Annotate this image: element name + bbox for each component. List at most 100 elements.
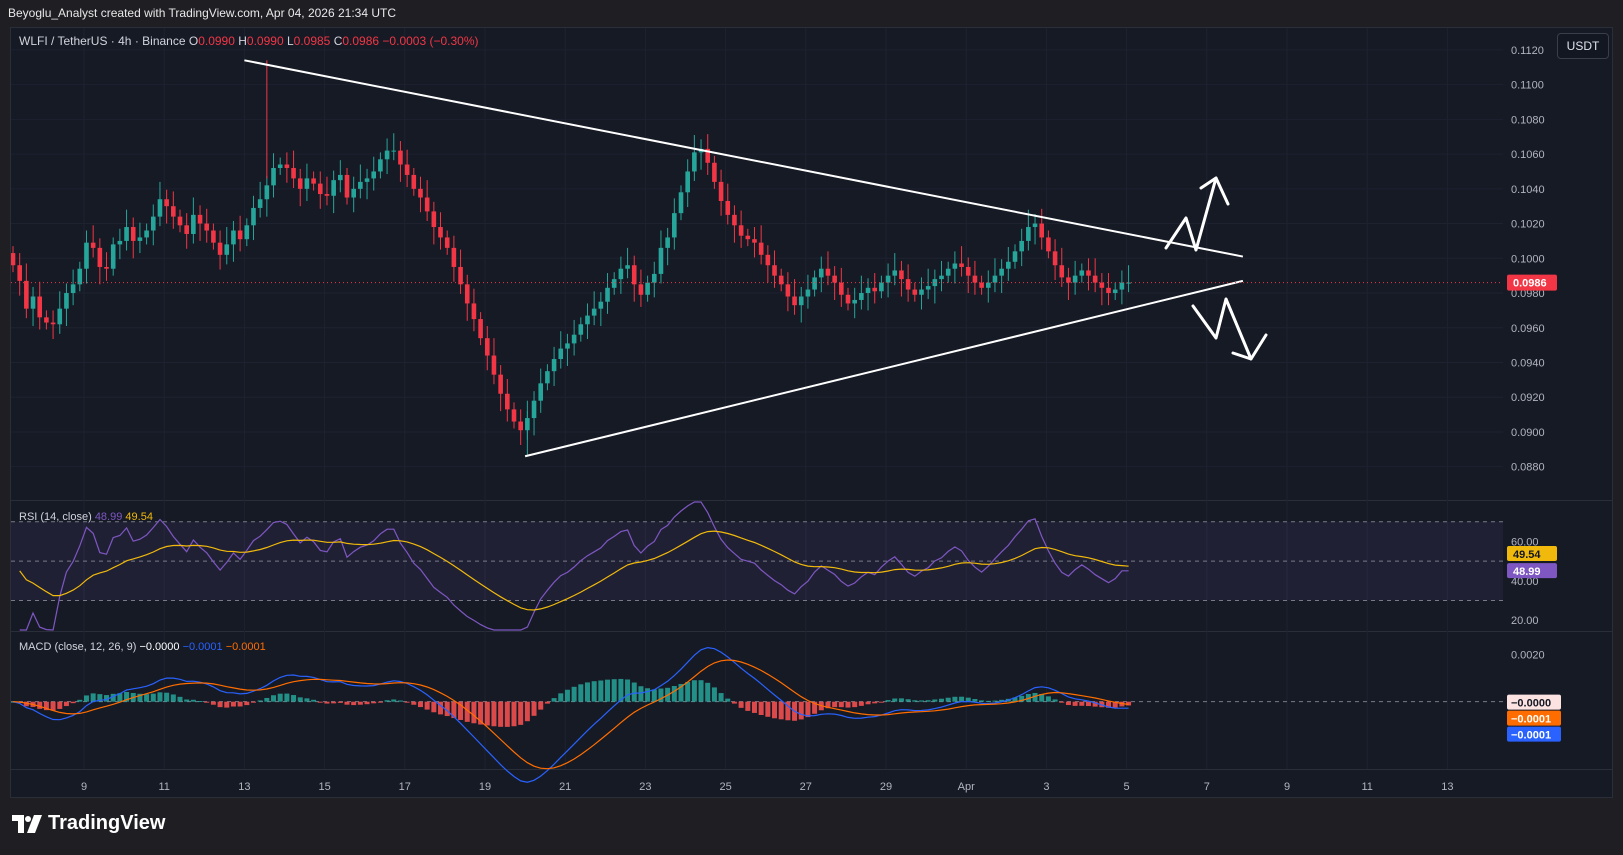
candle-body	[284, 164, 290, 168]
macd-histogram-bar	[1079, 701, 1085, 706]
chart-canvas[interactable]: 9 11 13 15 17 19 21 23 25 27 29 Apr 3 5 7 9 11 13 0.1120 0.…	[11, 28, 1613, 798]
c-value: 0.0986	[342, 34, 382, 48]
y-tick-label: 0.0920	[1511, 392, 1545, 404]
macd-histogram-bar	[658, 688, 664, 702]
macd-line	[12, 646, 1129, 783]
candle-body	[364, 178, 370, 182]
candle-body	[1012, 251, 1018, 262]
candle-body	[578, 324, 584, 335]
candle-body	[464, 284, 470, 304]
y-tick-label: 0.1000	[1511, 253, 1545, 265]
macd-histogram-bar	[538, 701, 544, 710]
x-tick-label: 21	[559, 781, 571, 793]
candle-body	[498, 374, 503, 394]
macd-histogram-bar	[858, 701, 864, 706]
macd-histogram-bar	[491, 701, 497, 727]
candle-body	[110, 244, 116, 269]
candle-body	[945, 268, 951, 276]
macd-histogram-bar	[518, 701, 524, 725]
macd-histogram-bar	[912, 700, 918, 702]
macd-histogram-bar	[965, 697, 971, 702]
macd-histogram-bar	[351, 701, 357, 706]
macd-histogram-bar	[898, 698, 904, 702]
candle-body	[545, 371, 550, 384]
macd-histogram-bar	[397, 700, 403, 702]
chart-caption: Beyoglu_Analyst created with TradingView…	[8, 6, 397, 20]
x-tick-label: 19	[479, 781, 491, 793]
pane-headers: WLFI / TetherUS · 4h · Binance O0.0990 H…	[19, 34, 479, 653]
macd-histogram-bar	[170, 694, 176, 702]
o-value: 0.0990	[198, 34, 238, 48]
currency-button[interactable]: USDT	[1557, 33, 1609, 59]
macd-histogram-bar	[1052, 699, 1058, 702]
candle-body	[665, 237, 670, 248]
chart-frame[interactable]: 9 11 13 15 17 19 21 23 25 27 29 Apr 3 5 7 9 11 13 0.1120 0.…	[10, 27, 1613, 798]
macd-histogram-bar	[578, 684, 584, 702]
candle-body	[1106, 287, 1111, 294]
macd-histogram-bar	[237, 701, 243, 707]
candle-body	[197, 214, 203, 224]
macd-histogram-bar	[812, 701, 818, 714]
macd-histogram-bar	[424, 701, 430, 710]
macd-histogram-bar	[725, 698, 731, 702]
candle-body	[117, 240, 123, 245]
macd-histogram-bar	[598, 680, 604, 702]
macd-histogram-bar	[104, 695, 110, 702]
candle-body	[130, 227, 136, 241]
c-label: C	[334, 34, 343, 48]
macd-histogram-bar	[985, 700, 991, 702]
x-tick-label: 11	[158, 781, 169, 793]
candle-body	[852, 299, 857, 304]
macd-histogram-bar	[785, 701, 791, 721]
macd-histogram-bar	[110, 693, 116, 702]
o-label: O	[189, 34, 198, 48]
candle-body	[765, 254, 771, 266]
macd-histogram-bar	[344, 701, 350, 705]
candle-body	[338, 174, 343, 181]
macd-histogram-bar	[745, 701, 751, 711]
macd-histogram-bar	[224, 701, 230, 708]
candle-body	[905, 279, 911, 290]
x-tick-label: 7	[1204, 781, 1210, 793]
candle-body	[758, 242, 764, 255]
candle-body	[1046, 237, 1051, 252]
candle-body	[772, 265, 777, 276]
signal-legend-value: −0.0001	[226, 641, 266, 653]
candle-body	[812, 277, 817, 290]
macd-histogram-bar	[738, 701, 744, 708]
candle-body	[505, 393, 510, 410]
candle-body	[1099, 282, 1105, 288]
y-tick-label: 0.0880	[1511, 462, 1545, 474]
macd-series	[11, 646, 1503, 783]
candle-body	[217, 242, 223, 255]
x-tick-label: 17	[399, 781, 411, 793]
candle-body	[344, 174, 350, 198]
candle-body	[84, 242, 89, 269]
candle-body	[64, 293, 69, 309]
y-tick-label: 0.1080	[1511, 114, 1545, 126]
trendline-annotations	[244, 59, 1268, 458]
candle-body	[1086, 270, 1091, 276]
macd-histogram-bar	[404, 701, 410, 703]
candle-body	[551, 359, 557, 372]
y-tick-label: 0.0980	[1511, 288, 1545, 300]
candle-body	[651, 273, 657, 283]
candle-body	[678, 192, 684, 214]
macd-histogram-bar	[1019, 695, 1025, 702]
candle-body	[585, 315, 590, 325]
macd-histogram-bar	[638, 686, 644, 702]
candle-body	[672, 213, 677, 238]
candle-body	[605, 287, 610, 302]
candle-body	[97, 247, 103, 267]
candle-body	[965, 266, 971, 276]
candle-body	[925, 286, 931, 290]
macd-histogram-bar	[417, 701, 423, 708]
candle-body	[371, 171, 377, 179]
candle-body	[431, 211, 437, 228]
candle-body	[444, 237, 450, 248]
candle-body	[150, 216, 156, 231]
candle-body	[1092, 275, 1098, 283]
rsi-value: 48.99	[1513, 566, 1541, 578]
macd-histogram-bar	[210, 701, 216, 705]
candle-body	[164, 199, 169, 207]
